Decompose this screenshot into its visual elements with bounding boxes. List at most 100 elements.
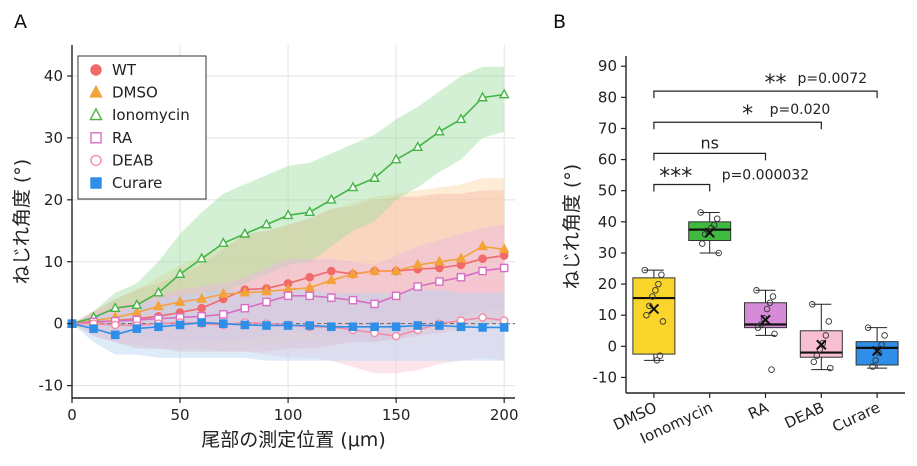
band-ionomycin [72,66,505,327]
marker-dmso [239,286,251,297]
legend-marker-curare [90,177,102,189]
y-tick-label: 20 [598,275,617,293]
marker-dmso [390,264,402,275]
x-tick-label: 100 [274,406,303,424]
marker-ra [499,263,509,273]
marker-ra [478,266,487,276]
legend-box [77,55,207,200]
marker-ionomycin [347,181,359,192]
y-tick-label: 40 [598,213,617,231]
marker-curare [132,324,142,333]
marker-curare [218,319,228,328]
marker-dmso [217,287,229,298]
marker-curare [456,322,466,332]
marker-ionomycin [239,227,251,238]
p-value-label: p=0.0072 [798,71,868,87]
marker-ionomycin [109,302,121,313]
marker-wt [478,254,487,263]
marker-ionomycin [304,206,316,217]
y-tick-label: 0 [53,315,63,333]
marker-curare [391,322,401,332]
bracket [653,121,822,130]
data-point [810,358,818,366]
marker-wt [305,272,315,282]
marker-ionomycin [261,218,272,229]
marker-curare [175,320,185,330]
marker-dmso [325,274,337,285]
marker-curare [110,330,120,340]
marker-ra [240,303,250,313]
marker-deab [478,313,487,322]
marker-deab [391,331,401,341]
data-point [653,357,661,364]
marker-ionomycin [433,125,445,136]
y-tick-label: 0 [607,337,617,355]
y-tick-label: -10 [39,377,64,395]
marker-ionomycin [325,193,337,204]
mean-marker [760,314,771,326]
marker-ionomycin [217,237,229,247]
marker-ra [218,310,228,319]
panel-a-markers [66,88,510,341]
panel-a-legend: WT DMSO Ionomycin RA DEAB Curare [77,55,207,200]
marker-curare [283,321,293,330]
marker-dmso [369,264,380,275]
y-tick-label: 30 [598,244,617,262]
data-point [872,357,879,364]
data-point [827,364,834,372]
data-point [813,352,821,359]
significance-label: * [742,102,753,127]
data-point [753,287,760,294]
marker-curare [240,320,250,330]
marker-ra [327,293,336,302]
marker-ionomycin [153,286,164,297]
marker-ra [262,297,271,307]
data-point [809,301,816,308]
legend-marker-ra [90,132,102,144]
legend-label-curare: Curare [112,174,162,192]
marker-curare [413,321,423,330]
panel-b-significance: *** p=0.000032 ns * p=0.020 ** p=0.0072 [653,71,878,192]
marker-ra [305,291,315,301]
data-point [698,240,706,247]
marker-ionomycin [131,298,143,309]
x-tick-label: 50 [171,406,190,424]
significance-label: *** [659,164,692,189]
panel-a-y-axis-title: ねじれ角度 (°) [11,159,33,284]
legend-label-ionomycin: Ionomycin [112,106,190,124]
marker-dmso [174,295,186,306]
marker-curare [197,318,206,327]
panel-a-axes [71,45,515,399]
significance-label: ns [700,133,718,152]
y-tick-label: 60 [598,151,617,169]
mean-marker [648,303,660,315]
data-point [864,324,872,331]
marker-ionomycin [477,91,488,102]
marker-ra [370,299,379,309]
marker-ionomycin [412,141,424,151]
panel-b-y-axis-title: ねじれ角度 (°) [561,164,583,289]
marker-dmso [455,252,467,263]
significance-2: * p=0.020 [653,102,830,130]
marker-ionomycin [390,153,402,164]
significance-1: ns [653,133,767,161]
legend-marker-deab [90,154,102,167]
x-tick-label-deab: DEAB [782,398,827,432]
significance-3: ** p=0.0072 [653,71,878,99]
bracket [653,152,767,161]
panel-a-label: A [14,11,27,33]
marker-dmso [131,306,143,317]
y-tick-label: 80 [598,88,617,106]
data-point [822,332,830,339]
marker-dmso [477,240,488,251]
significance-0: *** p=0.000032 [653,164,809,192]
marker-dmso [261,285,272,296]
marker-deab [110,320,120,330]
data-point [763,305,771,313]
bracket [653,183,711,192]
y-tick-label: 40 [44,67,63,85]
data-point [869,363,876,370]
data-point [715,249,722,257]
data-point [697,209,704,216]
